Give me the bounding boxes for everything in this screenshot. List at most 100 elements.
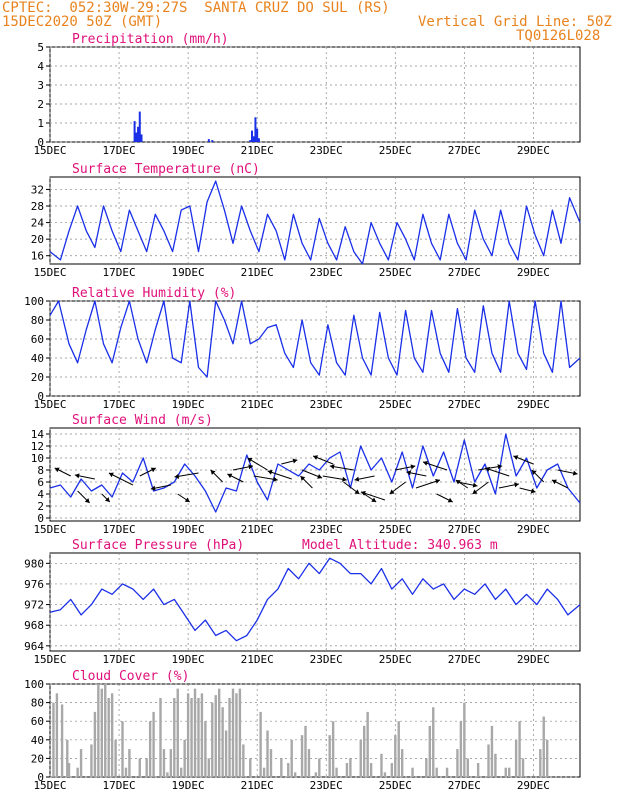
press-xtick-label: 25DEC (379, 653, 412, 666)
temp-ytick-label: 16 (31, 250, 44, 263)
cloud-area-bar (183, 739, 186, 777)
panel-press (46, 552, 581, 652)
press-ytick-label: 980 (24, 557, 44, 570)
wind-arrow-head (150, 485, 156, 491)
temp-xtick-label: 23DEC (310, 266, 343, 279)
header-code: TQ0126L028 (516, 28, 601, 44)
cloud-area-bar (173, 697, 176, 777)
precip-xtick-label: 29DEC (517, 144, 550, 157)
precip-bar (207, 139, 210, 142)
wind-arrow-head (551, 479, 557, 485)
cloud-ytick-label: 0 (37, 771, 44, 784)
cloud-area-bar (60, 704, 64, 777)
precip-bar (252, 136, 255, 142)
wind-ytick-label: 6 (37, 476, 44, 489)
wind-arrow-head (410, 464, 416, 470)
cloud-area-bar (166, 772, 169, 777)
press-title: Surface Pressure (hPa) (72, 538, 244, 553)
panel-temp (46, 176, 581, 265)
header-line1: CPTEC: 052:30W-29:27S SANTA CRUZ DO SUL … (2, 0, 390, 16)
cloud-area-bar (97, 684, 100, 777)
wind-title: Surface Wind (m/s) (72, 413, 213, 428)
wind-ytick-label: 4 (37, 488, 44, 501)
precip-ytick-label: 5 (37, 41, 44, 54)
press-xtick-label: 15DEC (33, 653, 66, 666)
cloud-area-bar (394, 735, 397, 777)
wind-arrow-head (572, 470, 578, 476)
cloud-area-bar (287, 763, 290, 777)
cloud-area-bar (180, 767, 183, 777)
wind-ytick-label: 8 (37, 464, 44, 477)
press-frame (49, 552, 581, 652)
wind-arrow-head (150, 467, 156, 473)
cloud-area-bar (545, 739, 549, 777)
wind-xtick-label: 21DEC (241, 523, 274, 536)
wind-xtick-label: 23DEC (310, 523, 343, 536)
wind-xtick-label: 19DEC (172, 523, 205, 536)
wind-arrow-head (292, 458, 298, 464)
precip-title: Precipitation (mm/h) (72, 32, 229, 47)
wind-arrow-head (485, 466, 491, 472)
precip-xtick-label: 23DEC (310, 144, 343, 157)
cloud-area-bar (425, 758, 428, 777)
cloud-area-bar (52, 702, 55, 777)
press-annotation: Model Altitude: 340.963 m (302, 538, 498, 553)
press-xtick-label: 19DEC (172, 653, 205, 666)
cloud-xtick-label: 21DEC (241, 779, 274, 792)
cloud-area-bar (67, 763, 71, 777)
wind-arrow-head (389, 489, 395, 494)
cloud-area-bar (159, 697, 162, 777)
cloud-title: Cloud Cover (%) (72, 669, 189, 684)
cloud-area-bar (66, 739, 69, 777)
cloud-area-bar (466, 758, 469, 777)
precip-bar (140, 134, 143, 142)
cloud-area-bar (435, 767, 438, 777)
press-ytick-label: 976 (24, 578, 44, 591)
cloud-area-bar (128, 749, 131, 777)
precip-bar (250, 130, 253, 142)
press-xtick-label: 27DEC (448, 653, 481, 666)
rh-ytick-label: 80 (31, 314, 44, 327)
rh-ytick-label: 40 (31, 352, 44, 365)
cloud-xtick-label: 23DEC (310, 779, 343, 792)
temp-ytick-label: 32 (31, 183, 44, 196)
precip-bar (135, 132, 138, 142)
cloud-area-bar (107, 697, 110, 777)
wind-arrow-head (371, 497, 377, 502)
cloud-xtick-label: 29DEC (517, 779, 550, 792)
wind-xtick-label: 29DEC (517, 523, 550, 536)
rh-xtick-label: 25DEC (379, 398, 412, 411)
cloud-area-bar (494, 753, 497, 777)
wind-xtick-label: 27DEC (448, 523, 481, 536)
press-ytick-label: 968 (24, 619, 44, 632)
cloud-ytick-label: 20 (31, 752, 44, 765)
cloud-area-bar (152, 711, 155, 777)
cloud-area-bar (359, 739, 362, 777)
rh-xtick-label: 27DEC (448, 398, 481, 411)
rh-ytick-label: 0 (37, 390, 44, 403)
precip-xtick-label: 25DEC (379, 144, 412, 157)
rh-xtick-label: 17DEC (102, 398, 135, 411)
wind-arrow-head (210, 470, 216, 475)
panel-precip (46, 46, 581, 143)
temp-frame (49, 176, 581, 265)
cloud-area-bar (383, 772, 387, 777)
press-ytick-label: 964 (24, 640, 44, 653)
precip-bar (138, 111, 141, 142)
wind-arrow-head (300, 476, 306, 481)
cloud-area-bar (55, 693, 59, 777)
cloud-area-bar (100, 688, 103, 777)
rh-ytick-label: 100 (24, 295, 44, 308)
precip-ytick-label: 0 (37, 136, 44, 149)
cloud-xtick-label: 15DEC (33, 779, 66, 792)
temp-xtick-label: 21DEC (241, 266, 274, 279)
cloud-area-bar (363, 725, 366, 777)
cloud-area-bar (204, 721, 207, 777)
cloud-area-bar (490, 725, 494, 777)
cloud-xtick-label: 25DEC (379, 779, 412, 792)
cloud-area-bar (487, 744, 490, 777)
cloud-area-bar (307, 749, 311, 777)
wind-arrow-head (248, 464, 253, 470)
wind-arrow-head (247, 457, 253, 463)
wind-arrow-head (497, 464, 503, 470)
